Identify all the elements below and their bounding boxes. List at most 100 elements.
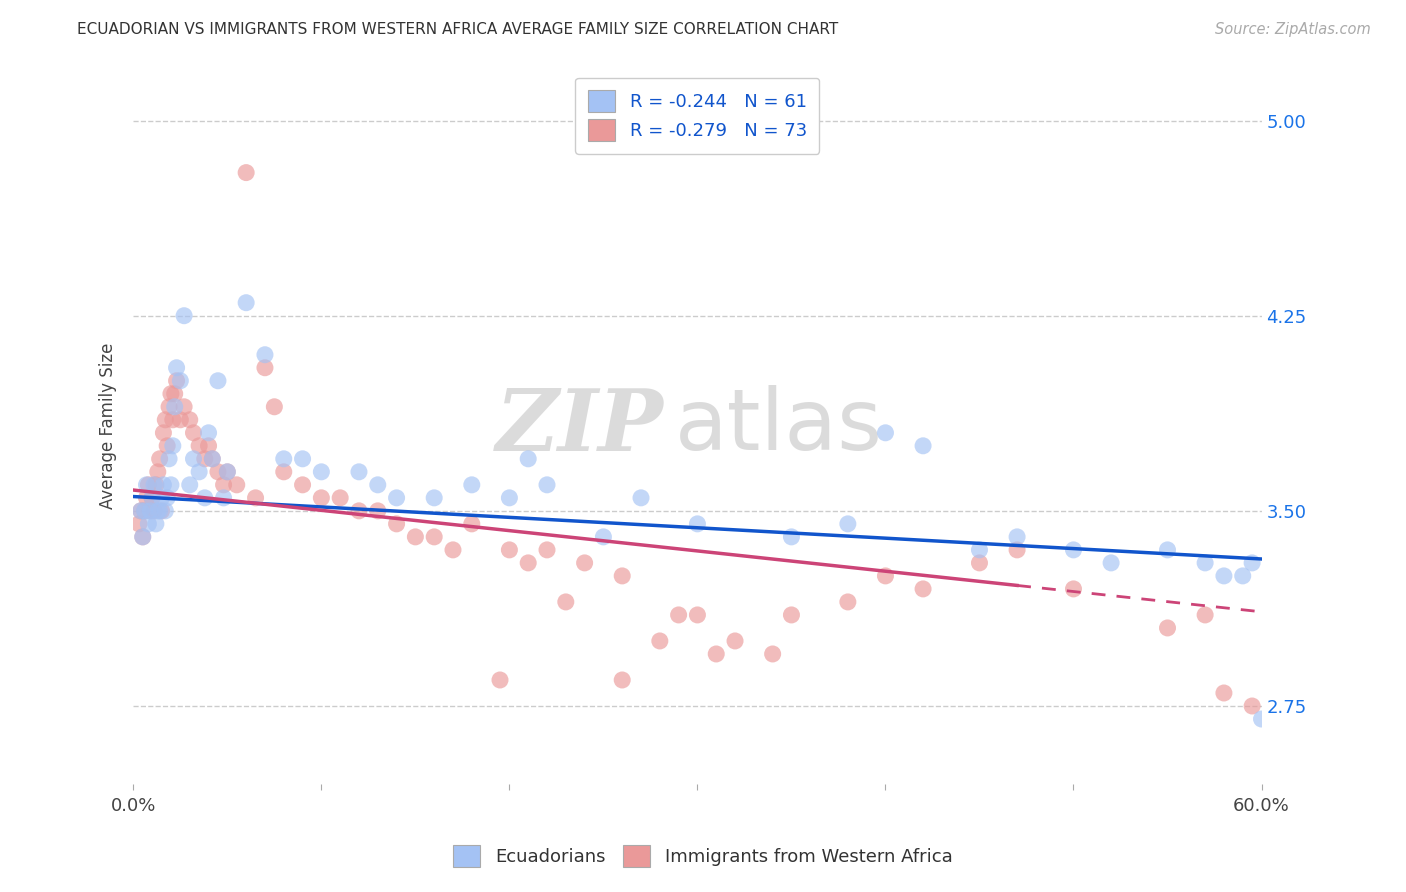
Point xyxy=(1005,542,1028,557)
Point xyxy=(188,439,211,453)
Point xyxy=(179,413,201,427)
Point xyxy=(489,673,512,687)
Point xyxy=(129,504,152,518)
Point xyxy=(134,504,156,518)
Point xyxy=(367,478,389,492)
Point xyxy=(612,673,634,687)
Point xyxy=(157,451,180,466)
Point xyxy=(837,516,859,531)
Point xyxy=(969,556,991,570)
Point xyxy=(132,530,155,544)
Point xyxy=(143,478,166,492)
Point xyxy=(385,516,408,531)
Point xyxy=(1250,712,1272,726)
Point xyxy=(160,478,183,492)
Point xyxy=(875,569,897,583)
Point xyxy=(155,413,177,427)
Point xyxy=(197,425,219,440)
Legend: R = -0.244   N = 61, R = -0.279   N = 73: R = -0.244 N = 61, R = -0.279 N = 73 xyxy=(575,78,820,154)
Point xyxy=(780,607,803,622)
Point xyxy=(169,413,191,427)
Point xyxy=(780,530,803,544)
Point xyxy=(146,504,169,518)
Point xyxy=(1232,569,1254,583)
Point xyxy=(156,439,179,453)
Point xyxy=(273,465,295,479)
Point xyxy=(145,478,167,492)
Point xyxy=(291,451,314,466)
Point xyxy=(385,491,408,505)
Point xyxy=(686,607,709,622)
Y-axis label: Average Family Size: Average Family Size xyxy=(100,343,117,509)
Point xyxy=(263,400,285,414)
Point xyxy=(1212,569,1234,583)
Point xyxy=(404,530,426,544)
Point xyxy=(536,478,558,492)
Point xyxy=(141,491,163,505)
Point xyxy=(225,478,247,492)
Text: atlas: atlas xyxy=(675,384,883,467)
Point xyxy=(150,491,173,505)
Point xyxy=(173,400,195,414)
Point xyxy=(152,425,174,440)
Point xyxy=(668,607,690,622)
Point xyxy=(162,413,184,427)
Point xyxy=(139,504,162,518)
Point xyxy=(630,491,652,505)
Point xyxy=(166,360,188,375)
Point xyxy=(149,451,172,466)
Point xyxy=(194,451,217,466)
Point xyxy=(138,478,160,492)
Point xyxy=(166,374,188,388)
Point xyxy=(1212,686,1234,700)
Point xyxy=(311,465,333,479)
Point xyxy=(207,374,229,388)
Point xyxy=(423,530,446,544)
Point xyxy=(517,556,540,570)
Point xyxy=(188,465,211,479)
Point xyxy=(498,491,520,505)
Point xyxy=(724,634,747,648)
Point xyxy=(367,504,389,518)
Text: Source: ZipAtlas.com: Source: ZipAtlas.com xyxy=(1215,22,1371,37)
Point xyxy=(162,439,184,453)
Point xyxy=(201,451,224,466)
Point xyxy=(155,504,177,518)
Point xyxy=(912,582,935,596)
Point xyxy=(704,647,727,661)
Point xyxy=(235,165,257,179)
Point xyxy=(152,478,174,492)
Point xyxy=(132,530,155,544)
Point xyxy=(146,465,169,479)
Point xyxy=(969,542,991,557)
Point xyxy=(1241,556,1264,570)
Point xyxy=(273,451,295,466)
Point xyxy=(207,465,229,479)
Text: ZIP: ZIP xyxy=(496,384,664,468)
Point xyxy=(498,542,520,557)
Point xyxy=(592,530,614,544)
Point xyxy=(149,504,172,518)
Point xyxy=(143,504,166,518)
Point xyxy=(423,491,446,505)
Point xyxy=(156,491,179,505)
Point xyxy=(212,478,235,492)
Point xyxy=(648,634,671,648)
Point xyxy=(183,451,205,466)
Point xyxy=(217,465,239,479)
Point xyxy=(169,374,191,388)
Point xyxy=(612,569,634,583)
Point xyxy=(253,348,276,362)
Point xyxy=(139,504,162,518)
Point xyxy=(135,491,157,505)
Point xyxy=(141,491,163,505)
Point xyxy=(762,647,785,661)
Point xyxy=(1063,542,1085,557)
Point xyxy=(201,451,224,466)
Point xyxy=(253,360,276,375)
Point xyxy=(1241,698,1264,713)
Point xyxy=(134,504,156,518)
Point xyxy=(135,478,157,492)
Point xyxy=(536,542,558,557)
Point xyxy=(179,478,201,492)
